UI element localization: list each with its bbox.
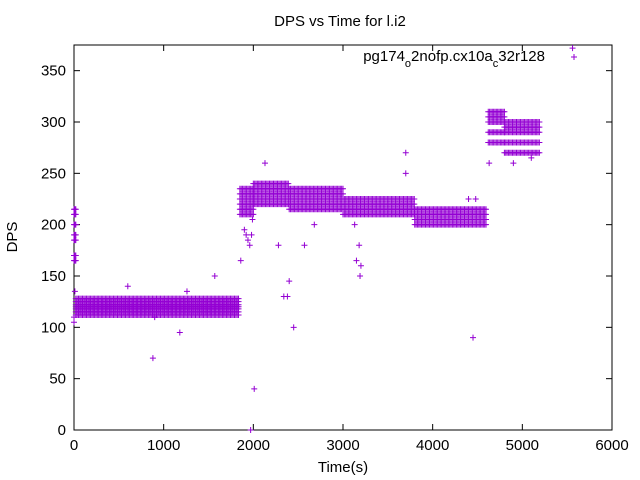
data-point xyxy=(465,196,472,202)
data-point xyxy=(357,262,364,269)
data-point xyxy=(402,149,409,156)
data-point xyxy=(472,196,479,202)
data-point xyxy=(483,211,490,218)
x-tick-label: 1000 xyxy=(147,437,180,454)
data-point xyxy=(211,273,218,279)
data-point xyxy=(71,314,77,321)
x-tick-label: 0 xyxy=(70,437,78,454)
y-axis-label: DPS xyxy=(4,222,21,253)
y-tick-label: 350 xyxy=(41,63,66,80)
data-point xyxy=(501,113,508,120)
data-point xyxy=(176,329,183,336)
data-point xyxy=(72,211,79,218)
legend-marker-plus xyxy=(571,54,577,60)
data-point xyxy=(536,139,543,146)
y-tick-label: 0 xyxy=(58,422,66,439)
data-point xyxy=(286,278,293,285)
data-point xyxy=(247,427,254,433)
data-point xyxy=(536,124,543,131)
data-point xyxy=(356,242,363,249)
data-point xyxy=(244,237,251,244)
data-point xyxy=(486,160,493,167)
data-point xyxy=(149,355,156,362)
data-point xyxy=(311,221,318,228)
data-point xyxy=(340,190,346,197)
x-tick-label: 4000 xyxy=(416,437,449,454)
data-point xyxy=(290,324,297,331)
y-tick-label: 250 xyxy=(41,165,66,182)
data-point xyxy=(402,170,409,177)
y-tick-label: 200 xyxy=(41,217,66,234)
data-point xyxy=(536,149,543,156)
data-point xyxy=(237,257,244,264)
data-point xyxy=(72,231,79,238)
data-point xyxy=(483,216,490,223)
data-point xyxy=(536,119,543,125)
data-point xyxy=(301,242,308,249)
data-point xyxy=(284,293,291,300)
data-point xyxy=(183,288,190,295)
data-point xyxy=(72,206,79,213)
data-point xyxy=(261,160,268,167)
data-point xyxy=(243,231,250,238)
data-point xyxy=(569,45,576,52)
data-point xyxy=(483,206,490,213)
y-tick-label: 150 xyxy=(41,268,66,285)
y-axis: 0 50 100 150 200 250 300 350 xyxy=(41,63,612,439)
data-point xyxy=(71,288,78,295)
data-point xyxy=(411,201,418,208)
chart-title: DPS vs Time for l.i2 xyxy=(274,13,406,30)
data-point xyxy=(536,129,543,136)
x-tick-label: 6000 xyxy=(595,437,628,454)
data-point xyxy=(483,221,490,228)
data-point xyxy=(72,237,79,244)
data-point xyxy=(72,221,79,228)
x-tick-label: 5000 xyxy=(506,437,539,454)
data-point xyxy=(251,385,258,392)
x-axis: 0 1000 2000 3000 4000 5000 6000 xyxy=(70,45,629,454)
data-point xyxy=(470,334,477,341)
data-points xyxy=(71,45,576,433)
plot-frame xyxy=(73,44,613,431)
data-point xyxy=(235,295,242,302)
data-point xyxy=(351,221,358,228)
data-point xyxy=(71,319,77,326)
data-point xyxy=(72,257,79,264)
data-point xyxy=(241,226,248,233)
y-tick-label: 300 xyxy=(41,114,66,131)
data-point xyxy=(250,206,257,213)
data-point xyxy=(151,314,158,321)
data-point xyxy=(248,231,255,238)
data-point xyxy=(250,211,257,218)
data-point xyxy=(285,180,292,187)
y-tick-label: 50 xyxy=(49,371,66,388)
legend-label: pg174o2nofp.cx10ac32r128 xyxy=(363,48,545,70)
data-point xyxy=(275,242,282,249)
data-point xyxy=(124,283,131,290)
data-point xyxy=(411,196,418,202)
data-point xyxy=(72,252,79,259)
x-tick-label: 3000 xyxy=(326,437,359,454)
legend-marker xyxy=(571,54,577,60)
y-tick-label: 100 xyxy=(41,319,66,336)
data-point xyxy=(357,273,364,279)
x-tick-label: 2000 xyxy=(237,437,270,454)
legend: pg174o2nofp.cx10ac32r128 xyxy=(363,48,577,70)
data-point xyxy=(249,216,256,223)
data-point xyxy=(353,257,360,264)
data-point xyxy=(501,108,508,115)
data-point xyxy=(340,185,346,192)
data-point xyxy=(246,242,253,249)
data-point xyxy=(528,154,535,161)
data-point xyxy=(510,160,517,167)
x-axis-label: Time(s) xyxy=(318,459,368,476)
